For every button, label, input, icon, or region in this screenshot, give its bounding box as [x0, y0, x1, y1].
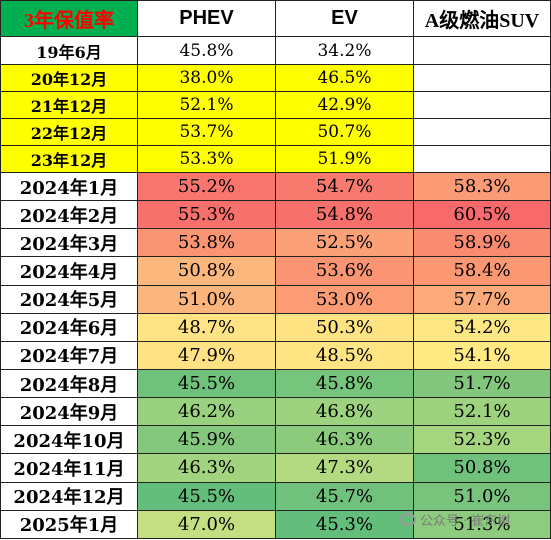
suv-cell: 50.8%: [413, 453, 551, 483]
table-row: 2024年11月 46.3% 47.3% 50.8%: [0, 453, 551, 483]
phev-cell: 45.5%: [137, 481, 276, 511]
ev-cell: 53.6%: [275, 256, 414, 286]
ev-cell: 45.8%: [275, 368, 414, 399]
ev-cell: 51.9%: [275, 144, 414, 173]
phev-cell: 45.8%: [137, 36, 276, 65]
ev-cell: 46.5%: [275, 63, 414, 92]
period-cell: 2024年5月: [0, 284, 138, 314]
ev-cell: 50.7%: [275, 117, 414, 146]
ev-cell: 47.3%: [275, 453, 414, 483]
suv-cell: 51.0%: [413, 481, 551, 511]
table-row: 2024年4月 50.8% 53.6% 58.4%: [0, 256, 551, 286]
phev-cell: 53.7%: [137, 117, 276, 146]
period-cell: 2024年10月: [0, 425, 138, 455]
wechat-icon: [400, 513, 416, 526]
phev-cell: 53.3%: [137, 144, 276, 173]
suv-cell: [413, 90, 551, 119]
suv-cell: [413, 63, 551, 92]
suv-cell: 57.7%: [413, 284, 551, 314]
phev-cell: 52.1%: [137, 90, 276, 119]
watermark-text: 公众号 · 崔东树: [420, 514, 511, 529]
ev-cell: 45.7%: [275, 481, 414, 511]
period-cell: 2024年3月: [0, 228, 138, 258]
suv-cell: [413, 36, 551, 65]
suv-cell: 60.5%: [413, 200, 551, 230]
period-cell: 2024年7月: [0, 340, 138, 370]
table-row: 2024年12月 45.5% 45.7% 51.0%: [0, 481, 551, 511]
suv-cell: 52.1%: [413, 397, 551, 427]
table-row: 2024年7月 47.9% 48.5% 54.1%: [0, 340, 551, 370]
phev-cell: 46.3%: [137, 453, 276, 483]
period-cell: 2025年1月: [0, 509, 138, 540]
ev-cell: 46.3%: [275, 425, 414, 455]
phev-cell: 38.0%: [137, 63, 276, 92]
period-cell: 2024年2月: [0, 200, 138, 230]
phev-cell: 45.9%: [137, 425, 276, 455]
table-row: 2024年9月 46.2% 46.8% 52.1%: [0, 397, 551, 427]
phev-cell: 46.2%: [137, 397, 276, 427]
phev-cell: 45.5%: [137, 368, 276, 399]
suv-cell: 51.7%: [413, 368, 551, 399]
table-row: 23年12月 53.3% 51.9%: [0, 144, 551, 173]
header-retention-label: 3年保值率: [0, 0, 138, 38]
period-cell: 2024年12月: [0, 481, 138, 511]
period-cell: 2024年4月: [0, 256, 138, 286]
ev-cell: 45.3%: [275, 509, 414, 540]
ev-cell: 53.0%: [275, 284, 414, 314]
suv-cell: 58.9%: [413, 228, 551, 258]
period-cell: 2024年11月: [0, 453, 138, 483]
header-a-class-suv: A级燃油SUV: [413, 0, 551, 38]
phev-cell: 55.2%: [137, 171, 276, 202]
phev-cell: 55.3%: [137, 200, 276, 230]
phev-cell: 48.7%: [137, 312, 276, 342]
table-row: 2024年5月 51.0% 53.0% 57.7%: [0, 284, 551, 314]
suv-cell: 54.2%: [413, 312, 551, 342]
ev-cell: 54.8%: [275, 200, 414, 230]
watermark: 公众号 · 崔东树: [400, 510, 510, 529]
period-cell: 2024年1月: [0, 171, 138, 202]
period-cell: 21年12月: [0, 90, 138, 119]
suv-cell: 54.1%: [413, 340, 551, 370]
table-row: 19年6月 45.8% 34.2%: [0, 36, 551, 65]
table-row: 2024年6月 48.7% 50.3% 54.2%: [0, 312, 551, 342]
suv-cell: 58.4%: [413, 256, 551, 286]
period-cell: 2024年6月: [0, 312, 138, 342]
header-ev: EV: [275, 0, 414, 38]
ev-cell: 42.9%: [275, 90, 414, 119]
suv-cell: [413, 117, 551, 146]
suv-cell: 51.3%: [413, 509, 551, 540]
table-row: 20年12月 38.0% 46.5%: [0, 63, 551, 92]
suv-cell: 58.3%: [413, 171, 551, 202]
ev-cell: 50.3%: [275, 312, 414, 342]
table-row: 21年12月 52.1% 42.9%: [0, 90, 551, 119]
ev-cell: 52.5%: [275, 228, 414, 258]
ev-cell: 48.5%: [275, 340, 414, 370]
phev-cell: 51.0%: [137, 284, 276, 314]
phev-cell: 47.9%: [137, 340, 276, 370]
table-row: 22年12月 53.7% 50.7%: [0, 117, 551, 146]
suv-cell: 52.3%: [413, 425, 551, 455]
table-row: 2024年3月 53.8% 52.5% 58.9%: [0, 228, 551, 258]
ev-cell: 54.7%: [275, 171, 414, 202]
period-cell: 19年6月: [0, 36, 138, 65]
header-phev: PHEV: [137, 0, 276, 38]
period-cell: 23年12月: [0, 144, 138, 173]
table-row: 2025年1月 47.0% 45.3% 51.3%: [0, 509, 551, 540]
table-row: 2024年8月 45.5% 45.8% 51.7%: [0, 368, 551, 399]
period-cell: 2024年8月: [0, 368, 138, 399]
ev-cell: 34.2%: [275, 36, 414, 65]
phev-cell: 50.8%: [137, 256, 276, 286]
period-cell: 22年12月: [0, 117, 138, 146]
suv-cell: [413, 144, 551, 173]
period-cell: 2024年9月: [0, 397, 138, 427]
period-cell: 20年12月: [0, 63, 138, 92]
table-row: 2024年1月 55.2% 54.7% 58.3%: [0, 171, 551, 202]
header-row: 3年保值率 PHEV EV A级燃油SUV: [0, 0, 551, 38]
phev-cell: 47.0%: [137, 509, 276, 540]
table-row: 2024年10月 45.9% 46.3% 52.3%: [0, 425, 551, 455]
ev-cell: 46.8%: [275, 397, 414, 427]
phev-cell: 53.8%: [137, 228, 276, 258]
table-row: 2024年2月 55.3% 54.8% 60.5%: [0, 200, 551, 230]
